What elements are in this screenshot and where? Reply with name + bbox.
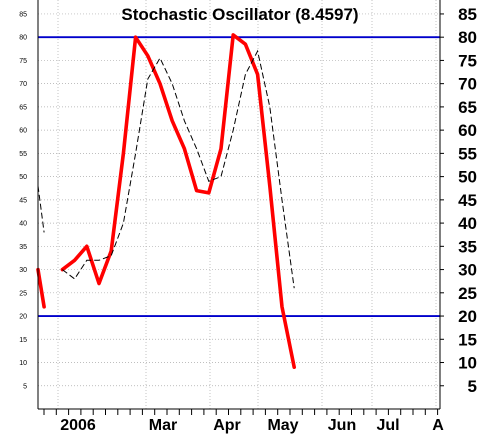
y-tick-label-left: 15	[19, 337, 27, 344]
y-tick-label-left: 45	[19, 197, 27, 204]
y-tick-label-right: 40	[458, 214, 477, 233]
y-tick-label-left: 10	[19, 360, 27, 367]
y-tick-label-left: 35	[19, 244, 27, 251]
y-tick-label-right: 10	[458, 354, 477, 373]
x-tick-label: 2006	[60, 417, 96, 434]
y-tick-label-right: 55	[458, 144, 477, 163]
x-tick-label: A	[432, 417, 444, 434]
y-tick-label-left: 65	[19, 104, 27, 111]
y-tick-label-left: 30	[19, 267, 27, 274]
y-tick-label-right: 80	[458, 28, 477, 47]
y-tick-label-right: 85	[458, 5, 477, 24]
y-tick-label-right: 30	[458, 261, 477, 280]
y-tick-label-left: 55	[19, 151, 27, 158]
y-tick-label-right: 25	[458, 284, 477, 303]
series-layer	[36, 33, 296, 369]
y-tick-label-right: 75	[458, 51, 477, 70]
grid-layer	[38, 0, 440, 409]
y-tick-label-right: 45	[458, 191, 477, 210]
y-tick-label-left: 85	[19, 11, 27, 18]
y-tick-label-left: 5	[23, 383, 27, 390]
x-tick-label: May	[267, 417, 298, 434]
x-tick-label: Jun	[328, 417, 356, 434]
y-tick-label-right: 60	[458, 121, 477, 140]
y-tick-label-right: 20	[458, 307, 477, 326]
y-tick-label-right: 35	[458, 237, 477, 256]
y-tick-label-left: 50	[19, 174, 27, 181]
y-tick-label-right: 65	[458, 98, 477, 117]
y-tick-label-right: 50	[458, 168, 477, 187]
y-tick-label-right: 15	[458, 330, 477, 349]
x-tick-label: Apr	[213, 417, 241, 434]
percent-d-line	[37, 49, 295, 289]
y-tick-label-right: 70	[458, 75, 477, 94]
x-tick-label: Jul	[376, 417, 399, 434]
y-tick-label-left: 40	[19, 221, 27, 228]
y-tick-label-left: 25	[19, 290, 27, 297]
y-tick-label-left: 75	[19, 58, 27, 65]
x-tick-label: Mar	[149, 417, 177, 434]
y-tick-label-left: 20	[19, 314, 27, 321]
percent-k-line	[36, 33, 296, 369]
y-tick-label-right: 5	[468, 377, 477, 396]
y-tick-label-left: 80	[19, 35, 27, 42]
y-tick-label-left: 70	[19, 81, 27, 88]
chart-title: Stochastic Oscillator (8.4597)	[121, 5, 358, 24]
y-tick-label-left: 60	[19, 128, 27, 135]
